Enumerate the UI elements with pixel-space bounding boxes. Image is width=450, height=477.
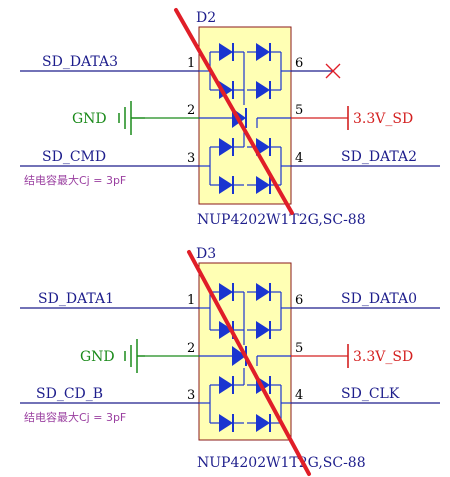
d2-pin-3: 3 <box>187 151 195 166</box>
d3-ref-label: D3 <box>196 246 216 262</box>
net-label-sd-data3: SD_DATA3 <box>42 54 118 70</box>
d3-strike-line <box>187 250 311 476</box>
d3-pin-5: 5 <box>295 341 303 356</box>
net-label-3v3-sd-d2: 3.3V_SD <box>353 111 413 127</box>
net-label-sd-data2: SD_DATA2 <box>341 149 417 165</box>
net-label-sd-cmd: SD_CMD <box>42 149 106 165</box>
d2-gnd-symbol <box>118 101 145 135</box>
net-label-gnd-d2: GND <box>72 111 107 127</box>
d2-pin-4: 4 <box>295 151 303 166</box>
component-d2: D2 <box>20 8 440 228</box>
d2-ref-label: D2 <box>196 10 216 26</box>
d3-pin-2: 2 <box>187 341 195 356</box>
net-label-sd-data0: SD_DATA0 <box>341 291 417 307</box>
d3-pin-3: 3 <box>187 388 195 403</box>
net-label-gnd-d3: GND <box>80 349 115 365</box>
net-label-sd-data1: SD_DATA1 <box>38 291 114 307</box>
d3-pin-4: 4 <box>295 388 303 403</box>
d2-pin-2: 2 <box>187 103 195 118</box>
d3-diode-network <box>199 282 291 433</box>
net-label-sd-clk: SD_CLK <box>341 386 400 402</box>
d3-part-number: NUP4202W1T2G,SC-88 <box>197 455 366 471</box>
d2-strike-line <box>174 8 294 215</box>
d2-pin-5: 5 <box>295 103 303 118</box>
net-label-sd-cd-b: SD_CD_B <box>36 386 103 402</box>
d3-capacitance-note: 结电容最大Cj = 3pF <box>24 410 126 424</box>
net-label-3v3-sd-d3: 3.3V_SD <box>353 349 413 365</box>
d2-pin-6: 6 <box>295 56 303 71</box>
d2-capacitance-note: 结电容最大Cj = 3pF <box>24 173 126 187</box>
d3-gnd-symbol <box>124 339 145 373</box>
no-connect-marker <box>325 63 341 79</box>
d2-part-number: NUP4202W1T2G,SC-88 <box>197 212 366 228</box>
d2-pin-1: 1 <box>187 56 195 71</box>
component-d3: D3 <box>20 246 440 476</box>
d3-pin-6: 6 <box>295 293 303 308</box>
d3-pin-1: 1 <box>187 293 195 308</box>
